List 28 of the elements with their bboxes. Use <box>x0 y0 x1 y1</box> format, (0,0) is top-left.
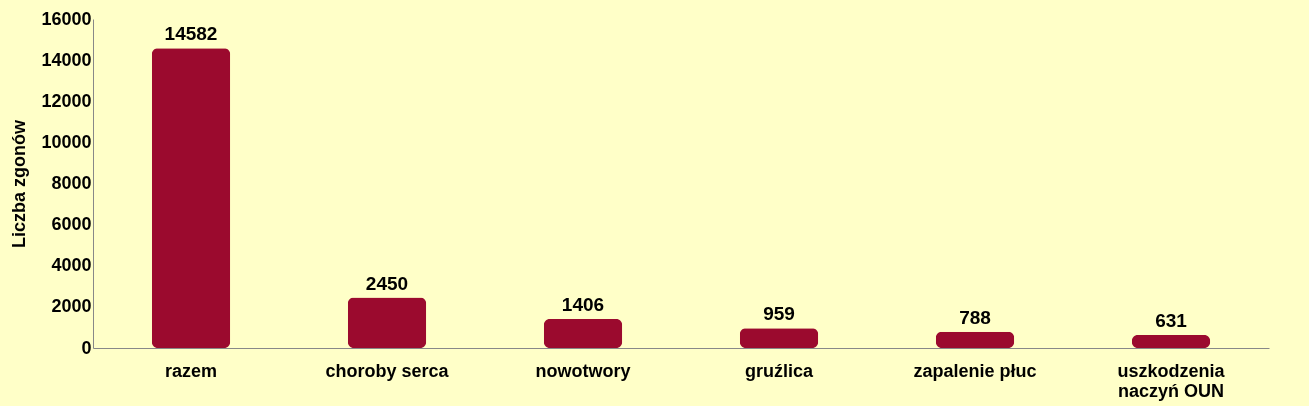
bar <box>151 48 231 348</box>
y-tick-label: 16000 <box>41 8 92 29</box>
data-label: 788 <box>959 306 991 328</box>
y-tick-label: 10000 <box>41 131 92 152</box>
y-tick-label: 8000 <box>51 173 92 193</box>
y-tick-label: 14000 <box>41 49 92 70</box>
x-tick-label: zapalenie płuc <box>913 360 1037 381</box>
x-tick-label: choroby serca <box>325 360 450 381</box>
y-tick-label: 2000 <box>51 296 92 317</box>
y-tick-label: 0 <box>81 337 92 358</box>
x-tick-label: nowotwory <box>535 360 631 381</box>
data-label: 959 <box>763 303 795 325</box>
data-label: 631 <box>1155 310 1188 332</box>
x-tick-label: gruźlica <box>744 360 814 381</box>
y-axis-title: Liczba zgonów <box>9 119 30 248</box>
x-tick-label: razem <box>164 360 218 381</box>
bar <box>935 331 1015 348</box>
data-label: 2450 <box>365 272 409 294</box>
y-tick-label: 12000 <box>41 90 92 111</box>
bar <box>739 328 819 348</box>
data-label: 1406 <box>561 294 605 316</box>
bar <box>543 319 623 348</box>
bar <box>1131 335 1211 348</box>
y-tick-label: 6000 <box>51 214 92 235</box>
data-label: 14582 <box>164 23 218 45</box>
bar <box>347 297 427 348</box>
x-tick-label: uszkodzenia naczyń OUN <box>1117 360 1226 401</box>
y-tick-label: 4000 <box>51 255 92 276</box>
